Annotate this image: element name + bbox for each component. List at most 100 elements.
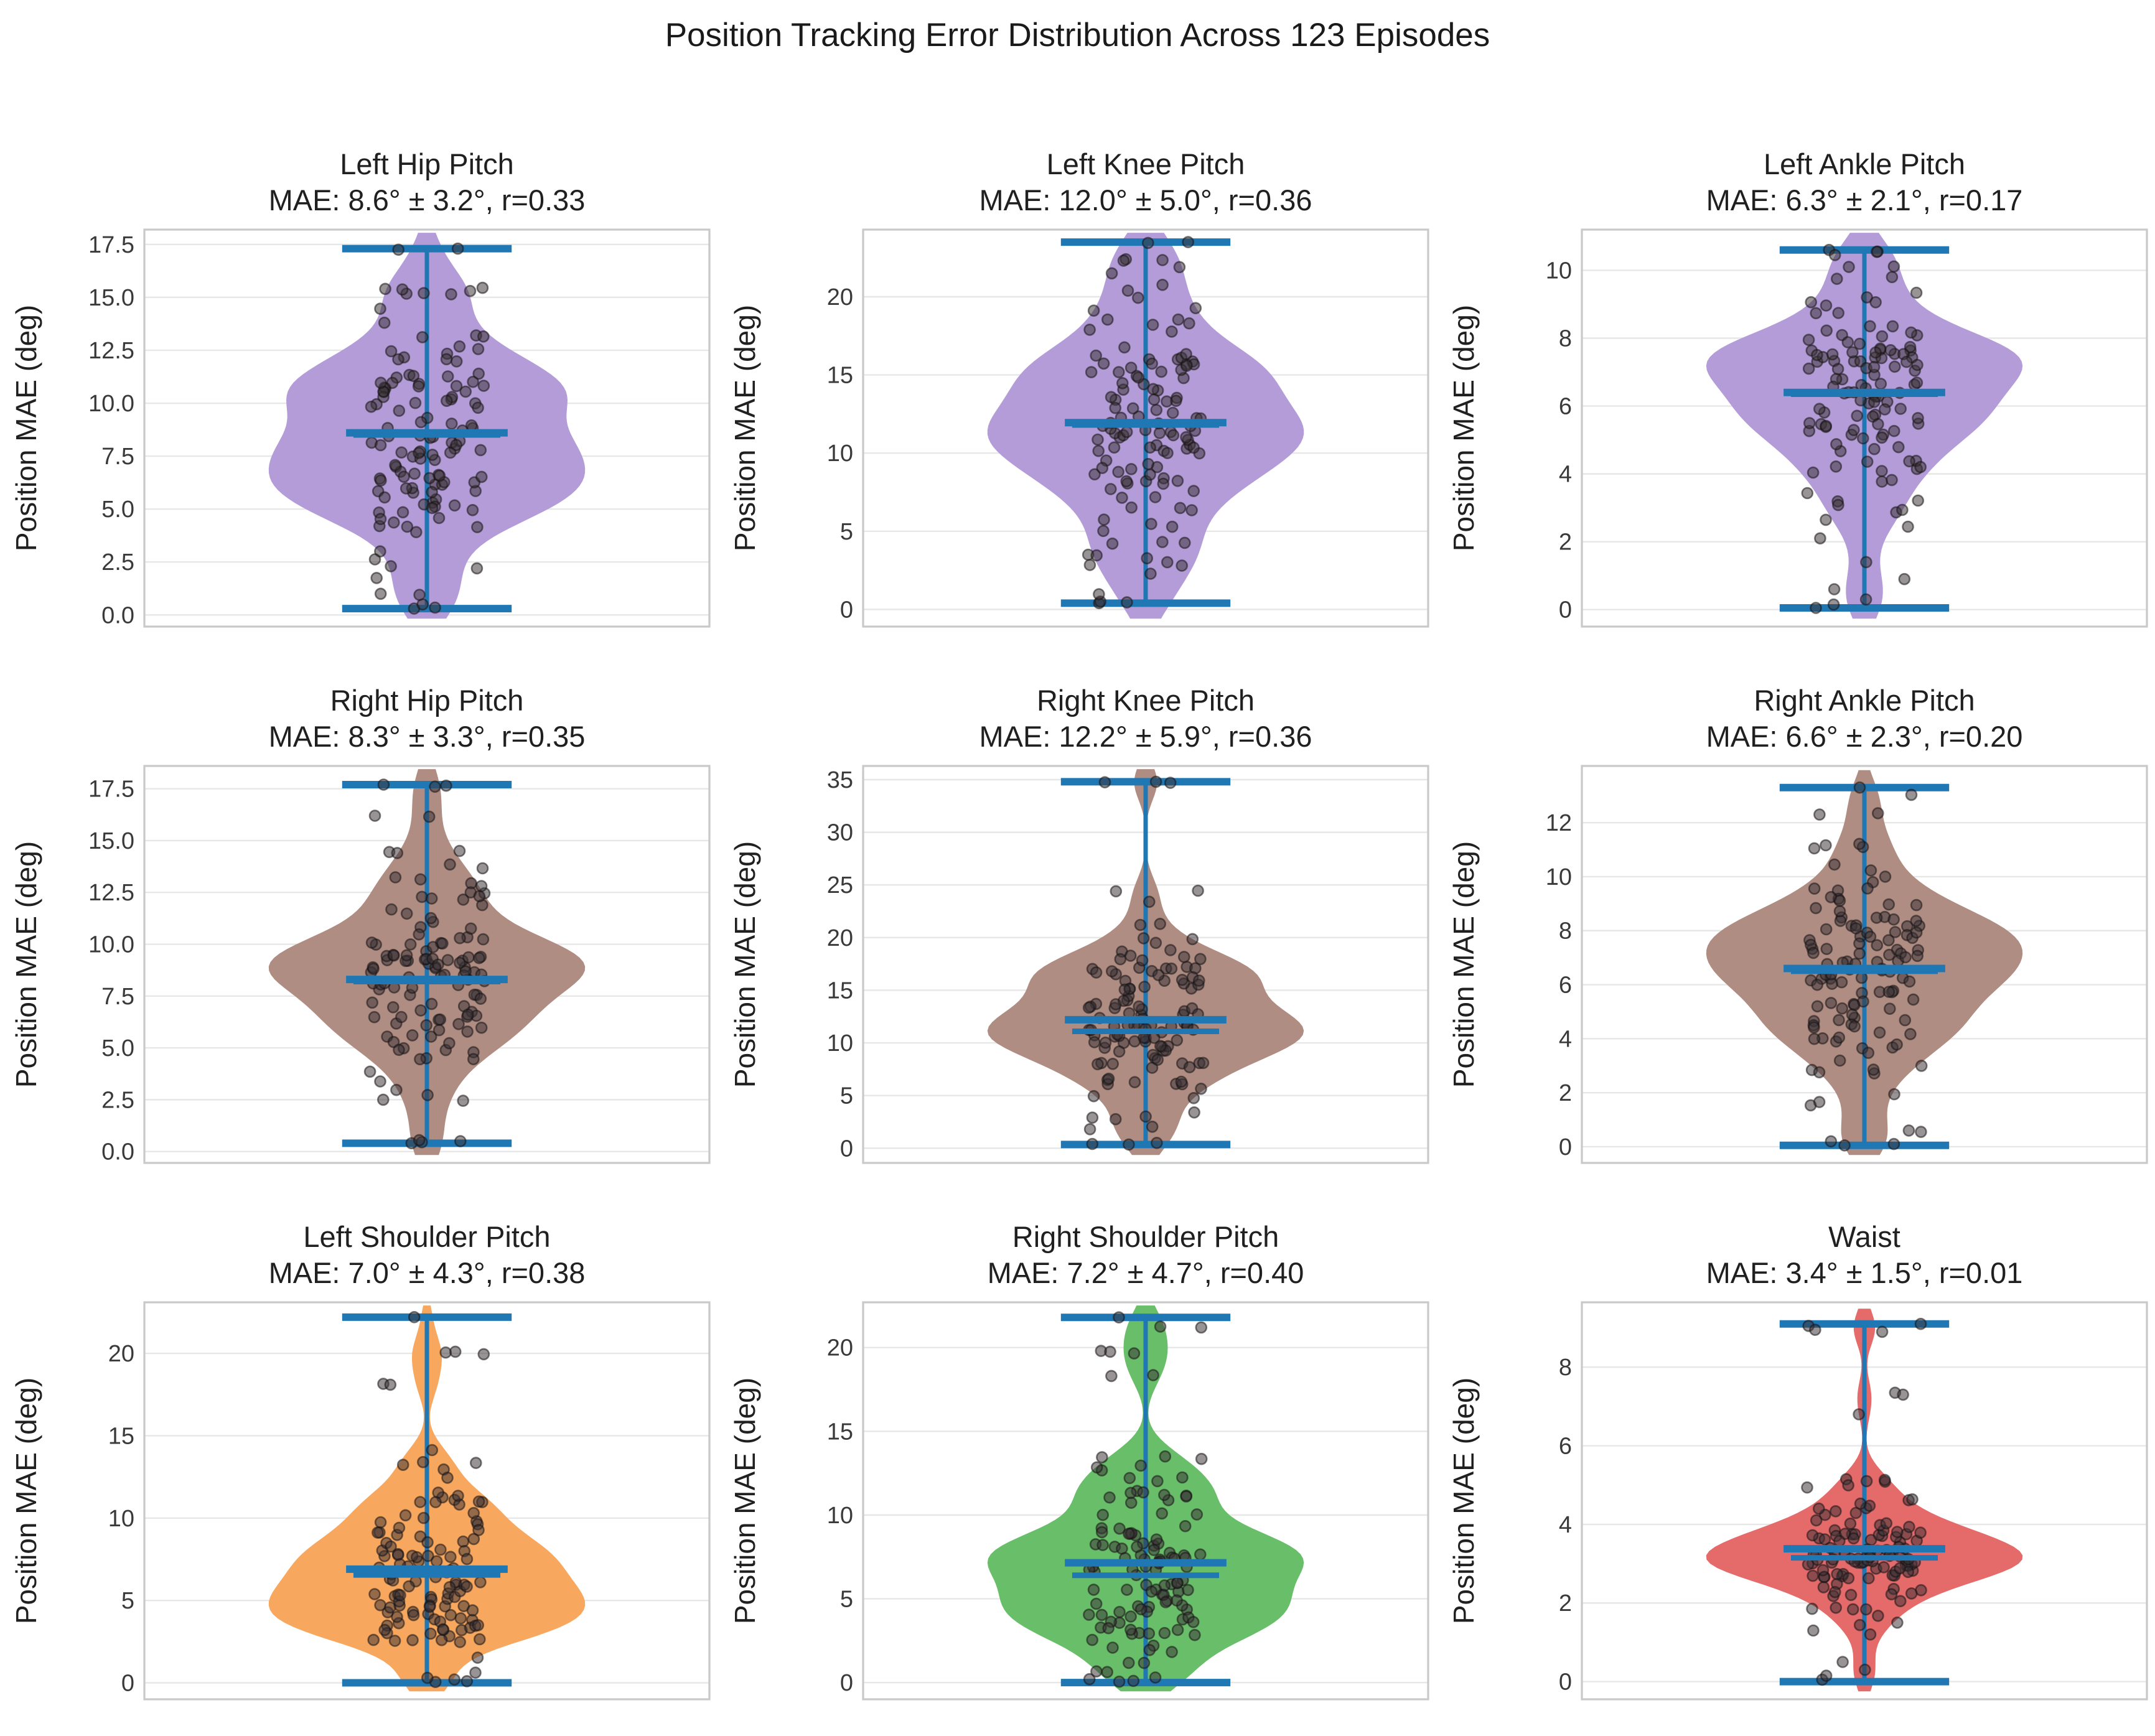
subplot-title: Left Shoulder Pitch [303,1220,551,1253]
y-axis-label: Position MAE (deg) [1447,1378,1480,1624]
subplot-header: Right Shoulder Pitch MAE: 7.2° ± 4.7°, r… [863,1219,1428,1291]
y-tick-label: 4 [1559,462,1572,488]
y-tick-label: 15.0 [88,828,134,854]
violin-plot-svg: 0 2 4 6 8 10 12 Position MAE (deg) [1447,765,2148,1164]
y-tick-label: 7.5 [101,984,134,1010]
y-tick-label: 15 [827,363,853,389]
y-tick-label: 20 [827,925,853,951]
y-tick-label: 0 [121,1671,134,1697]
y-tick-label: 8 [1559,1355,1572,1381]
subplot-stats-label: MAE: 12.2° ± 5.9°, r=0.36 [979,720,1312,753]
y-tick-label: 12.5 [88,338,134,364]
y-tick-label: 25 [827,872,853,898]
y-tick-label: 6 [1559,973,1572,999]
y-axis-label: Position MAE (deg) [10,1378,42,1624]
y-axis-label: Position MAE (deg) [10,305,42,551]
y-tick-label: 5 [121,1588,134,1614]
y-axis-label: Position MAE (deg) [729,305,761,551]
y-tick-label: 5 [840,1083,853,1109]
y-tick-label: 6 [1559,394,1572,420]
subplot-header: Right Knee Pitch MAE: 12.2° ± 5.9°, r=0.… [863,683,1428,755]
subplot-title: Left Hip Pitch [340,147,514,180]
y-tick-label: 20 [108,1341,134,1367]
violin-plot-svg: 0 2 4 6 8 10 Position MAE (deg) [1447,228,2148,628]
y-tick-label: 2 [1559,1080,1572,1106]
violin-plot-svg: 0.0 2.5 5.0 7.5 10.0 12.5 15.0 17.5 Position MAE… [10,228,711,628]
subplot-left-shoulder-pitch: Left Shoulder Pitch MAE: 7.0° ± 4.3°, r=… [0,1219,719,1714]
y-tick-label: 5 [840,519,853,545]
y-tick-label: 30 [827,820,853,846]
y-tick-label: 2.5 [101,1087,134,1113]
violin-plot-svg: 0 2 4 6 8 Position MAE (deg) [1447,1301,2148,1701]
subplot-right-ankle-pitch: Right Ankle Pitch MAE: 6.6° ± 2.3°, r=0.… [1437,683,2155,1178]
y-tick-label: 10 [1546,864,1572,890]
y-tick-label: 0.0 [101,602,134,628]
y-tick-label: 35 [827,767,853,793]
subplot-title: Left Knee Pitch [1046,147,1245,180]
subplot-header: Left Shoulder Pitch MAE: 7.0° ± 4.3°, r=… [144,1219,709,1291]
y-tick-label: 0 [840,1136,853,1162]
subplot-left-ankle-pitch: Left Ankle Pitch MAE: 6.3° ± 2.1°, r=0.1… [1437,146,2155,642]
subplot-left-hip-pitch: Left Hip Pitch MAE: 8.6° ± 3.2°, r=0.33 … [0,146,719,642]
subplot-header: Right Ankle Pitch MAE: 6.6° ± 2.3°, r=0.… [1582,683,2147,755]
violin-plot-svg: 0 5 10 15 20 Position MAE (deg) [729,1301,1429,1701]
y-tick-label: 10 [827,441,853,467]
y-tick-label: 7.5 [101,444,134,470]
y-axis-label: Position MAE (deg) [729,841,761,1088]
y-tick-label: 10.0 [88,391,134,417]
y-tick-label: 2.5 [101,549,134,576]
subplot-right-shoulder-pitch: Right Shoulder Pitch MAE: 7.2° ± 4.7°, r… [719,1219,1437,1714]
y-tick-label: 5 [840,1586,853,1612]
subplot-right-hip-pitch: Right Hip Pitch MAE: 8.3° ± 3.3°, r=0.35… [0,683,719,1178]
y-tick-label: 17.5 [88,232,134,258]
subplot-title: Right Shoulder Pitch [1012,1220,1279,1253]
subplot-title: Waist [1828,1220,1900,1253]
subplot-header: Left Knee Pitch MAE: 12.0° ± 5.0°, r=0.3… [863,146,1428,218]
violin-plot-svg: 0 5 10 15 20 25 30 35 Position MAE (deg) [729,765,1429,1164]
y-tick-label: 8 [1559,325,1572,352]
y-tick-label: 15 [827,978,853,1004]
figure-title: Position Tracking Error Distribution Acr… [665,17,1490,54]
y-tick-label: 15 [827,1419,853,1445]
y-tick-label: 15.0 [88,285,134,311]
y-tick-label: 12.5 [88,880,134,906]
y-tick-label: 12 [1546,810,1572,836]
y-tick-label: 4 [1559,1512,1572,1538]
y-tick-label: 20 [827,284,853,310]
y-tick-label: 15 [108,1423,134,1449]
subplot-title: Right Ankle Pitch [1754,684,1975,717]
subplot-waist: Waist MAE: 3.4° ± 1.5°, r=0.01 0 2 4 6 8 Posi… [1437,1219,2155,1714]
y-tick-label: 0.0 [101,1139,134,1165]
subplot-header: Left Ankle Pitch MAE: 6.3° ± 2.1°, r=0.1… [1582,146,2147,218]
y-tick-label: 10 [1546,258,1572,284]
subplot-title: Right Knee Pitch [1036,684,1255,717]
y-tick-label: 5.0 [101,1035,134,1062]
y-tick-label: 6 [1559,1434,1572,1460]
subplot-left-knee-pitch: Left Knee Pitch MAE: 12.0° ± 5.0°, r=0.3… [719,146,1437,642]
y-tick-label: 0 [840,597,853,623]
y-tick-label: 5.0 [101,497,134,523]
violin-plot-svg: 0 5 10 15 20 Position MAE (deg) [10,1301,711,1701]
y-tick-label: 0 [1559,1669,1572,1696]
y-tick-label: 20 [827,1335,853,1361]
subplot-right-knee-pitch: Right Knee Pitch MAE: 12.2° ± 5.9°, r=0.… [719,683,1437,1178]
subplot-stats-label: MAE: 6.3° ± 2.1°, r=0.17 [1706,184,2023,217]
subplot-title: Left Ankle Pitch [1764,147,1965,180]
subplot-stats-label: MAE: 3.4° ± 1.5°, r=0.01 [1706,1256,2023,1289]
y-tick-label: 4 [1559,1026,1572,1052]
y-tick-label: 0 [1559,597,1572,623]
subplot-stats-label: MAE: 12.0° ± 5.0°, r=0.36 [979,184,1312,217]
subplot-stats-label: MAE: 7.2° ± 4.7°, r=0.40 [987,1256,1304,1289]
y-tick-label: 8 [1559,918,1572,945]
y-tick-label: 17.5 [88,777,134,803]
subplot-stats-label: MAE: 8.3° ± 3.3°, r=0.35 [268,720,586,753]
subplot-header: Left Hip Pitch MAE: 8.6° ± 3.2°, r=0.33 [144,146,709,218]
subplot-header: Waist MAE: 3.4° ± 1.5°, r=0.01 [1582,1219,2147,1291]
subplot-stats-label: MAE: 7.0° ± 4.3°, r=0.38 [268,1256,586,1289]
subplot-header: Right Hip Pitch MAE: 8.3° ± 3.3°, r=0.35 [144,683,709,755]
subplot-grid: Left Hip Pitch MAE: 8.6° ± 3.2°, r=0.33 … [0,146,2155,1714]
subplot-stats-label: MAE: 8.6° ± 3.2°, r=0.33 [268,184,586,217]
y-tick-label: 2 [1559,530,1572,556]
y-tick-label: 0 [840,1670,853,1696]
violin-plot-svg: 0 5 10 15 20 Position MAE (deg) [729,228,1429,628]
